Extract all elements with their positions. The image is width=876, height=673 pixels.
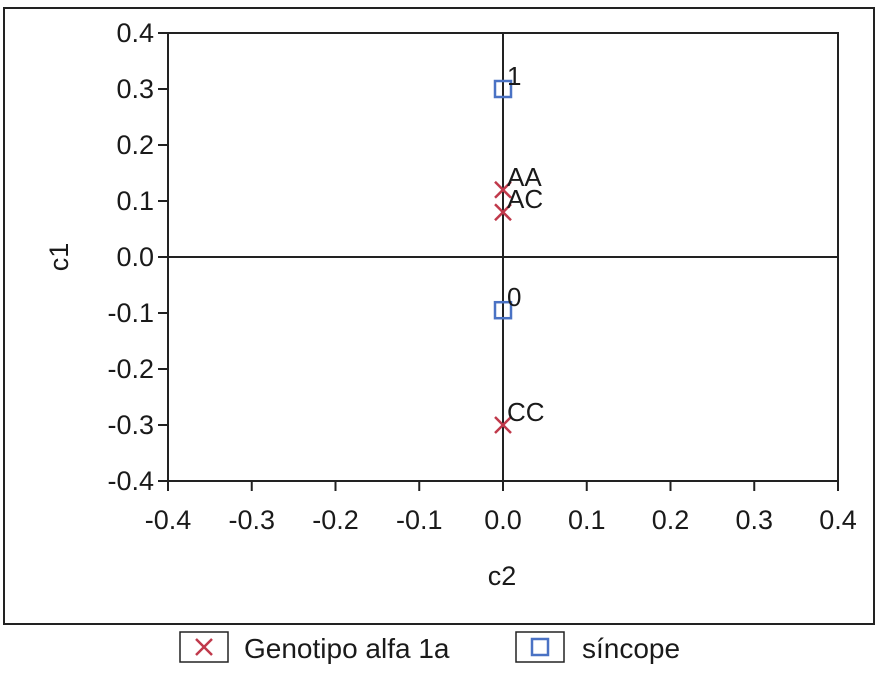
x-tick-label: -0.1 xyxy=(396,505,443,535)
x-tick-label: 0.1 xyxy=(568,505,606,535)
point-label: 0 xyxy=(507,282,521,312)
y-tick-label: -0.3 xyxy=(107,410,154,440)
y-tick-label: -0.4 xyxy=(107,466,154,496)
legend-swatch-box xyxy=(515,631,565,663)
point-marker-x xyxy=(494,416,512,434)
y-tick-label: 0.1 xyxy=(116,186,154,216)
x-tick-label: -0.3 xyxy=(228,505,275,535)
legend-label: Genotipo alfa 1a xyxy=(244,633,450,664)
point-label: CC xyxy=(507,397,545,427)
y-tick-label: 0.3 xyxy=(116,74,154,104)
y-tick-label: -0.2 xyxy=(107,354,154,384)
x-tick-label: -0.2 xyxy=(312,505,359,535)
legend: Genotipo alfa 1a síncope xyxy=(179,631,680,664)
y-tick-label: 0.4 xyxy=(116,18,154,48)
legend-label: síncope xyxy=(582,633,680,664)
point-label: AA xyxy=(507,162,542,192)
outer-frame xyxy=(3,7,875,625)
point-marker-square xyxy=(493,300,513,320)
x-tick-label: 0.2 xyxy=(652,505,690,535)
legend-square-icon xyxy=(530,637,550,657)
point-label: 1 xyxy=(507,61,521,91)
point-marker-square xyxy=(493,79,513,99)
tick-labels: 0.4 0.3 0.2 0.1 0.0 -0.1 -0.2 -0.3 -0.4 -0.4 -0.3 -… xyxy=(107,18,856,535)
y-tick-label: 0.2 xyxy=(116,130,154,160)
x-tick-label: -0.4 xyxy=(145,505,192,535)
x-tick-label: 0.0 xyxy=(484,505,522,535)
point-marker-x xyxy=(494,180,512,199)
legend-swatch-box xyxy=(179,631,229,663)
x-axis-label: c2 xyxy=(488,561,517,591)
x-tick-label: 0.4 xyxy=(819,505,857,535)
x-tick-label: 0.3 xyxy=(735,505,773,535)
point-label: AC xyxy=(507,184,543,214)
y-tick-label: 0.0 xyxy=(116,242,154,272)
point-marker-x xyxy=(494,203,512,222)
y-axis-label: c1 xyxy=(44,243,74,272)
y-tick-label: -0.1 xyxy=(107,298,154,328)
legend-x-icon xyxy=(195,638,213,656)
